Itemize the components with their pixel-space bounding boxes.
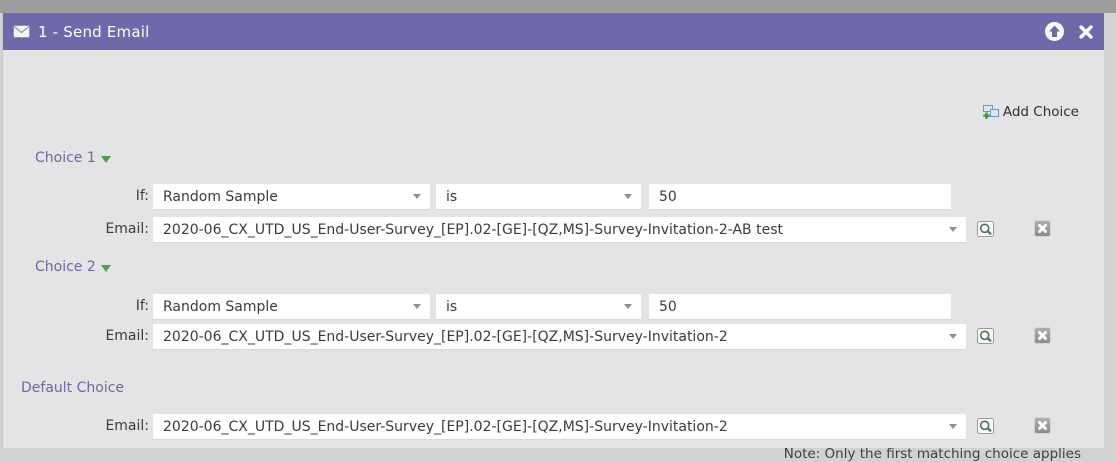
choice-1-menu-caret-icon[interactable]	[100, 155, 111, 163]
email-label: Email:	[105, 418, 149, 434]
page-background-strip	[0, 0, 1116, 13]
default-choice-email-row: Email: 2020-06_CX_UTD_US_End-User-Survey…	[3, 414, 1104, 439]
choice-1-operator-dropdown[interactable]: is	[436, 184, 641, 209]
choice-1-preview-email-icon[interactable]	[976, 220, 995, 243]
choice-2-label: Choice 2	[35, 259, 96, 275]
dropdown-caret-icon	[413, 304, 421, 309]
choice-1-condition-value: Random Sample	[163, 188, 278, 205]
choice-1-label: Choice 1	[35, 150, 96, 166]
choice-1-email-dropdown[interactable]: 2020-06_CX_UTD_US_End-User-Survey_[EP].0…	[153, 217, 966, 242]
choice-2-condition-dropdown[interactable]: Random Sample	[153, 294, 430, 319]
choice-1-email-row: Email: 2020-06_CX_UTD_US_End-User-Survey…	[3, 217, 1104, 242]
email-label: Email:	[105, 221, 149, 237]
dropdown-caret-icon	[624, 304, 632, 309]
choice-1-value-input[interactable]	[649, 184, 951, 209]
default-choice-header: Default Choice	[21, 380, 124, 396]
default-choice-label: Default Choice	[21, 380, 125, 396]
choice-1-header[interactable]: Choice 1	[35, 150, 111, 166]
choice-2-email-dropdown[interactable]: 2020-06_CX_UTD_US_End-User-Survey_[EP].0…	[153, 324, 966, 349]
add-choice-label: Add Choice	[1002, 104, 1079, 120]
matching-note: Note: Only the first matching choice app…	[783, 446, 1081, 462]
email-envelope-icon	[13, 25, 30, 38]
dropdown-caret-icon	[624, 194, 632, 199]
dialog-header: 1 - Send Email	[3, 13, 1104, 50]
choice-2-preview-email-icon[interactable]	[976, 327, 995, 350]
choice-1-condition-dropdown[interactable]: Random Sample	[153, 184, 430, 209]
dropdown-caret-icon	[949, 227, 957, 232]
choice-2-menu-caret-icon[interactable]	[100, 264, 111, 272]
choice-2-condition-value: Random Sample	[163, 298, 278, 315]
if-label: If:	[135, 188, 149, 204]
add-choice-button[interactable]: Add Choice	[982, 104, 1079, 120]
dialog-title: 1 - Send Email	[38, 22, 150, 41]
choice-2-email-value: 2020-06_CX_UTD_US_End-User-Survey_[EP].0…	[163, 328, 728, 345]
default-choice-email-dropdown[interactable]: 2020-06_CX_UTD_US_End-User-Survey_[EP].0…	[153, 414, 966, 439]
dropdown-caret-icon	[413, 194, 421, 199]
choice-2-operator-dropdown[interactable]: is	[436, 294, 641, 319]
collapse-up-icon[interactable]	[1045, 22, 1064, 41]
default-choice-remove-icon[interactable]	[1034, 417, 1051, 434]
choice-1-condition-row: If: Random Sample is	[3, 184, 1104, 209]
add-choice-icon	[982, 104, 1000, 120]
if-label: If:	[135, 298, 149, 314]
dropdown-caret-icon	[949, 424, 957, 429]
close-icon[interactable]	[1078, 24, 1094, 40]
email-label: Email:	[105, 328, 149, 344]
choice-1-email-value: 2020-06_CX_UTD_US_End-User-Survey_[EP].0…	[163, 221, 783, 238]
default-choice-preview-email-icon[interactable]	[976, 417, 995, 440]
send-email-dialog: 1 - Send Email Add Choice	[2, 13, 1104, 462]
default-choice-email-value: 2020-06_CX_UTD_US_End-User-Survey_[EP].0…	[163, 418, 728, 435]
choice-2-value-input[interactable]	[649, 294, 951, 319]
choice-2-header[interactable]: Choice 2	[35, 259, 111, 275]
dropdown-caret-icon	[949, 334, 957, 339]
choice-1-remove-icon[interactable]	[1034, 220, 1051, 237]
choice-2-remove-icon[interactable]	[1034, 327, 1051, 344]
choice-1-operator-value: is	[446, 188, 458, 205]
dialog-body: Add Choice Choice 1 If: Random Sample is…	[3, 50, 1104, 462]
choice-2-operator-value: is	[446, 298, 458, 315]
choice-2-condition-row: If: Random Sample is	[3, 294, 1104, 319]
choice-2-email-row: Email: 2020-06_CX_UTD_US_End-User-Survey…	[3, 324, 1104, 349]
